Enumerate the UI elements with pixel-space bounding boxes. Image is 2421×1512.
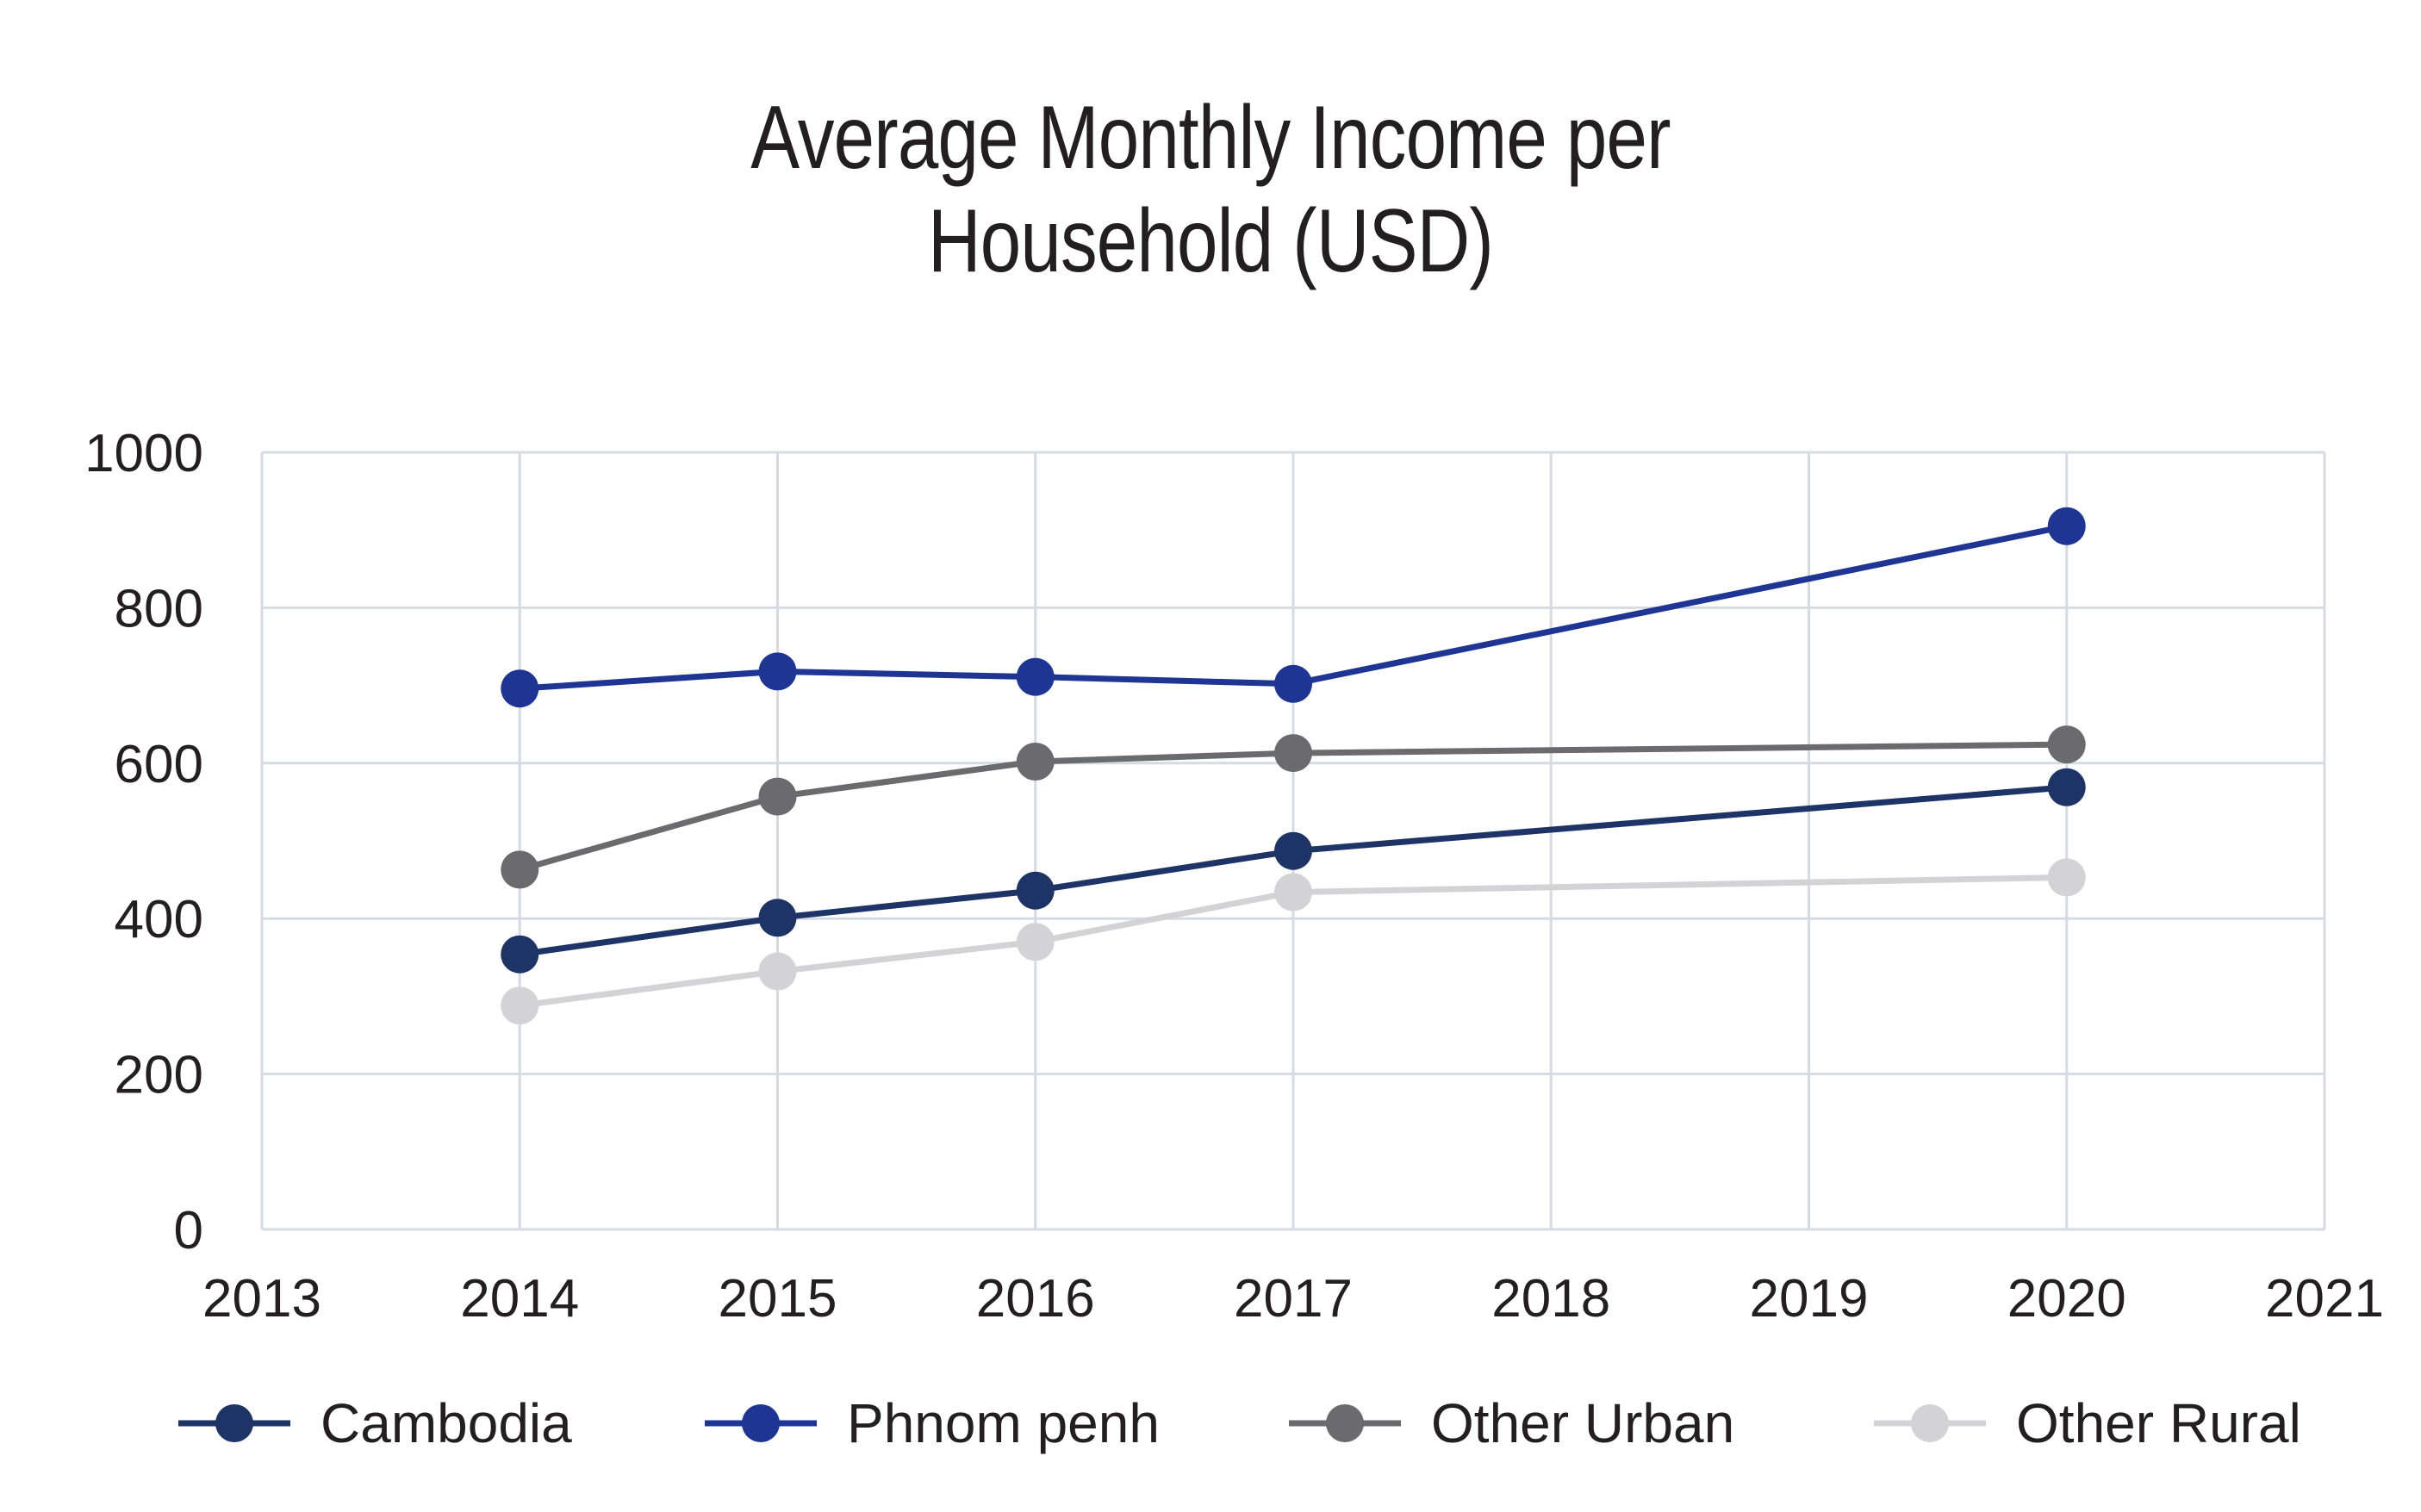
data-point [1016, 742, 1055, 781]
data-point [1274, 664, 1312, 703]
data-point [1274, 873, 1312, 912]
x-tick-label: 2015 [719, 1269, 837, 1328]
x-axis-tick-labels: 2013 2014 2015 2016 2017 2018 2019 2020 2021 [202, 1269, 2384, 1328]
data-point [1016, 923, 1055, 961]
series-group [501, 507, 2086, 1025]
data-point [758, 952, 797, 991]
x-tick-label: 2021 [2265, 1269, 2384, 1328]
chart-title: Average Monthly Income per Household (US… [218, 86, 2203, 293]
data-point [501, 669, 539, 708]
legend-marker [1326, 1404, 1364, 1442]
x-tick-label: 2018 [1491, 1269, 1610, 1328]
legend-item: Other Urban [1289, 1392, 1734, 1454]
series-phnom-penh [501, 507, 2086, 708]
x-tick-label: 2020 [2007, 1269, 2126, 1328]
data-point [1274, 831, 1312, 870]
chart-title-line-2: Household (USD) [928, 191, 1494, 291]
y-tick-label: 200 [115, 1046, 203, 1105]
x-tick-label: 2019 [1750, 1269, 1869, 1328]
legend-item: Other Rural [1874, 1392, 2301, 1454]
data-point [1274, 734, 1312, 773]
data-point [501, 850, 539, 889]
y-axis-tick-labels: 0 200 400 600 800 1000 [84, 424, 203, 1260]
data-point [758, 652, 797, 691]
data-point [501, 986, 539, 1025]
data-point [758, 899, 797, 937]
series-other-rural [501, 858, 2086, 1025]
y-tick-label: 400 [115, 890, 203, 949]
series-other-urban [501, 725, 2086, 889]
legend: Cambodia Phnom penh Other Urban Other Rural [178, 1392, 2301, 1454]
x-tick-label: 2017 [1234, 1269, 1353, 1328]
data-point [2047, 507, 2086, 545]
legend-label: Phnom penh [847, 1392, 1160, 1454]
legend-marker [215, 1404, 253, 1442]
data-point [758, 777, 797, 816]
legend-item: Cambodia [178, 1392, 572, 1454]
x-tick-label: 2013 [202, 1269, 321, 1328]
legend-label: Other Rural [2016, 1392, 2301, 1454]
x-tick-label: 2014 [460, 1269, 579, 1328]
data-point [2047, 768, 2086, 806]
legend-marker [1911, 1404, 1949, 1442]
chart-title-line-1: Average Monthly Income per [750, 88, 1671, 188]
legend-label: Cambodia [321, 1392, 572, 1454]
y-tick-label: 600 [115, 735, 203, 794]
data-point [2047, 725, 2086, 764]
x-tick-label: 2016 [976, 1269, 1095, 1328]
data-point [501, 935, 539, 974]
data-point [1016, 657, 1055, 696]
data-point [1016, 871, 1055, 910]
legend-label: Other Urban [1431, 1392, 1734, 1454]
legend-item: Phnom penh [705, 1392, 1160, 1454]
y-tick-label: 0 [174, 1201, 203, 1260]
grid-lines [260, 451, 2326, 1231]
data-point [2047, 858, 2086, 897]
y-tick-label: 1000 [84, 424, 203, 483]
y-tick-label: 800 [115, 579, 203, 638]
legend-marker [742, 1404, 780, 1442]
series-cambodia [501, 768, 2086, 974]
